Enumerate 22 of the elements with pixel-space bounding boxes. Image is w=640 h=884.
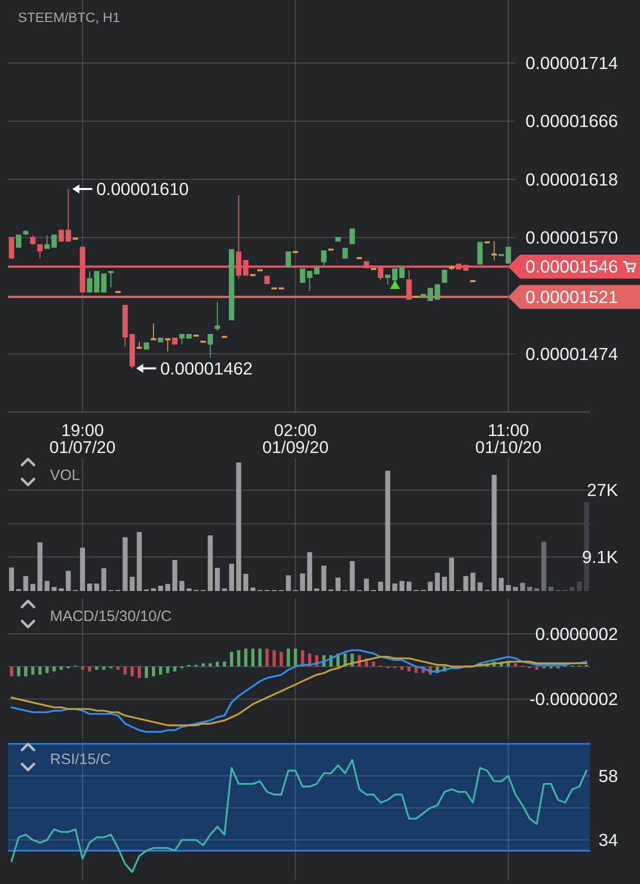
y-tick-label: 0.00001474	[526, 344, 618, 364]
y-tick-label: -0.0000002	[529, 689, 618, 710]
y-tick-label: 0.00001618	[526, 169, 618, 190]
y-tick-label: 0.00001666	[526, 111, 618, 132]
text: RSI/15/C	[50, 751, 112, 768]
y-tick-label: 34	[598, 830, 618, 850]
y-tick-label: 0.00001714	[526, 53, 618, 74]
y-tick-label: 27K	[586, 480, 618, 500]
y-tick-label: 9.1K	[582, 547, 618, 568]
x-tick-label: 02:00 01/09/20	[262, 421, 329, 457]
ref-line-label: 0.00001546	[526, 256, 618, 277]
ref-line-label: 0.00001521	[526, 286, 618, 307]
x-tick-label: 19:00 01/07/20	[49, 421, 116, 457]
annotation: 0.00001462	[160, 358, 253, 378]
y-tick-label: 0.00001570	[526, 228, 618, 248]
y-tick-label: 0.0000002	[535, 624, 618, 644]
text: VOL	[50, 467, 80, 484]
text: MACD/15/30/10/C	[50, 608, 172, 625]
annotation: 0.00001610	[96, 179, 190, 200]
x-tick-label: 11:00 01/10/20	[475, 421, 542, 457]
y-tick-label: 58	[598, 766, 618, 786]
text: STEEM/BTC, H1	[18, 10, 120, 25]
